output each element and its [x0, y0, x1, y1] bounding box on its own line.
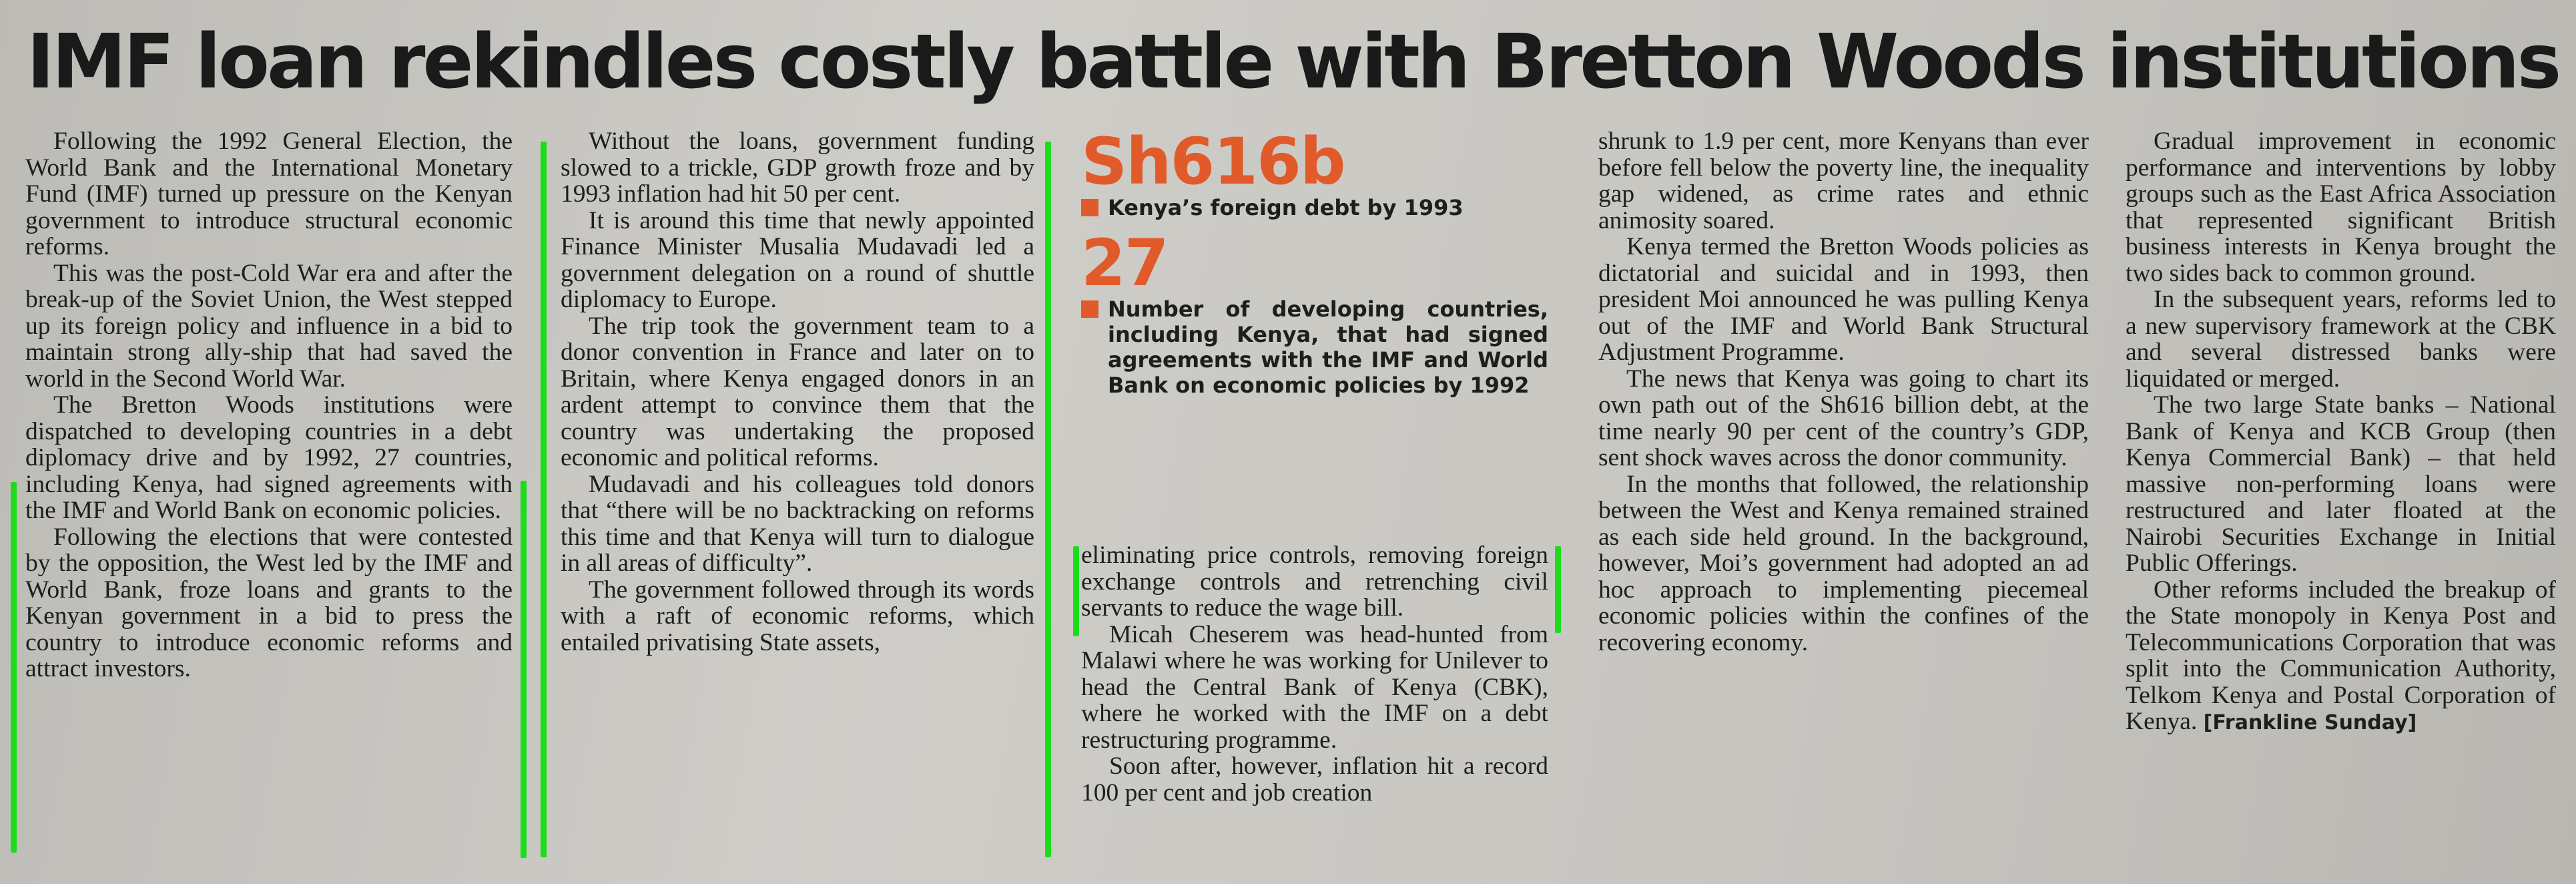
paragraph: The government followed through its word… — [561, 576, 1034, 656]
highlight-marker — [1073, 546, 1079, 636]
paragraph: eliminating price controls, removing for… — [1081, 541, 1548, 622]
article-column-5: Gradual improvement in economic performa… — [2126, 128, 2556, 736]
stat-debt-label: Kenya’s foreign debt by 1993 — [1081, 195, 1548, 220]
paragraph: Kenya termed the Bretton Woods policies … — [1598, 233, 2089, 366]
stat-countries-label: Number of developing countries, includin… — [1081, 296, 1548, 398]
stats-infobox: Sh616b Kenya’s foreign debt by 1993 27 N… — [1081, 128, 1548, 542]
stat-countries-value: 27 — [1081, 226, 1169, 300]
square-bullet-icon — [1081, 300, 1098, 318]
paragraph: Micah Cheserem was head-hunted from Mala… — [1081, 620, 1548, 754]
paragraph: Following the 1992 General Election, the… — [25, 128, 513, 260]
highlight-marker — [521, 481, 527, 858]
paragraph: The news that Kenya was going to chart i… — [1598, 365, 2089, 471]
paragraph: In the months that followed, the relatio… — [1598, 470, 2089, 656]
paragraph: In the subsequent years, reforms led to … — [2126, 286, 2556, 393]
highlight-marker — [1045, 142, 1051, 857]
paragraph: Mudavadi and his colleagues told donors … — [561, 470, 1034, 577]
highlight-marker — [541, 142, 547, 857]
paragraph: Gradual improvement in economic performa… — [2126, 128, 2556, 287]
paragraph: The trip took the government team to a d… — [561, 312, 1034, 471]
paragraph: Other reforms included the breakup of th… — [2126, 576, 2556, 736]
byline: [Frankline Sunday] — [2203, 711, 2417, 734]
paragraph: The Bretton Woods institutions were disp… — [25, 391, 513, 524]
stat-debt-value: Sh616b — [1081, 124, 1346, 199]
paragraph-text: Other reforms included the breakup of th… — [2126, 576, 2556, 735]
article-column-3: Sh616b Kenya’s foreign debt by 1993 27 N… — [1081, 128, 1548, 806]
paragraph: Following the elections that were contes… — [25, 523, 513, 682]
highlight-marker — [1555, 546, 1561, 633]
stat-debt-label-text: Kenya’s foreign debt by 1993 — [1108, 195, 1464, 220]
article-column-1: Following the 1992 General Election, the… — [25, 128, 513, 682]
paragraph: This was the post-Cold War era and after… — [25, 259, 513, 393]
square-bullet-icon — [1081, 199, 1098, 216]
paragraph: Soon after, however, inflation hit a rec… — [1081, 752, 1548, 807]
article-column-2: Without the loans, government funding sl… — [561, 128, 1034, 656]
paragraph: shrunk to 1.9 per cent, more Kenyans tha… — [1598, 128, 2089, 234]
stat-countries-label-text: Number of developing countries, includin… — [1108, 296, 1548, 398]
article-column-4: shrunk to 1.9 per cent, more Kenyans tha… — [1598, 128, 2089, 656]
paragraph: It is around this time that newly appoin… — [561, 206, 1034, 313]
highlight-marker — [11, 482, 17, 853]
paragraph: Without the loans, government funding sl… — [561, 128, 1034, 208]
headline: IMF loan rekindles costly battle with Br… — [27, 19, 2561, 105]
paragraph: The two large State banks – National Ban… — [2126, 391, 2556, 577]
